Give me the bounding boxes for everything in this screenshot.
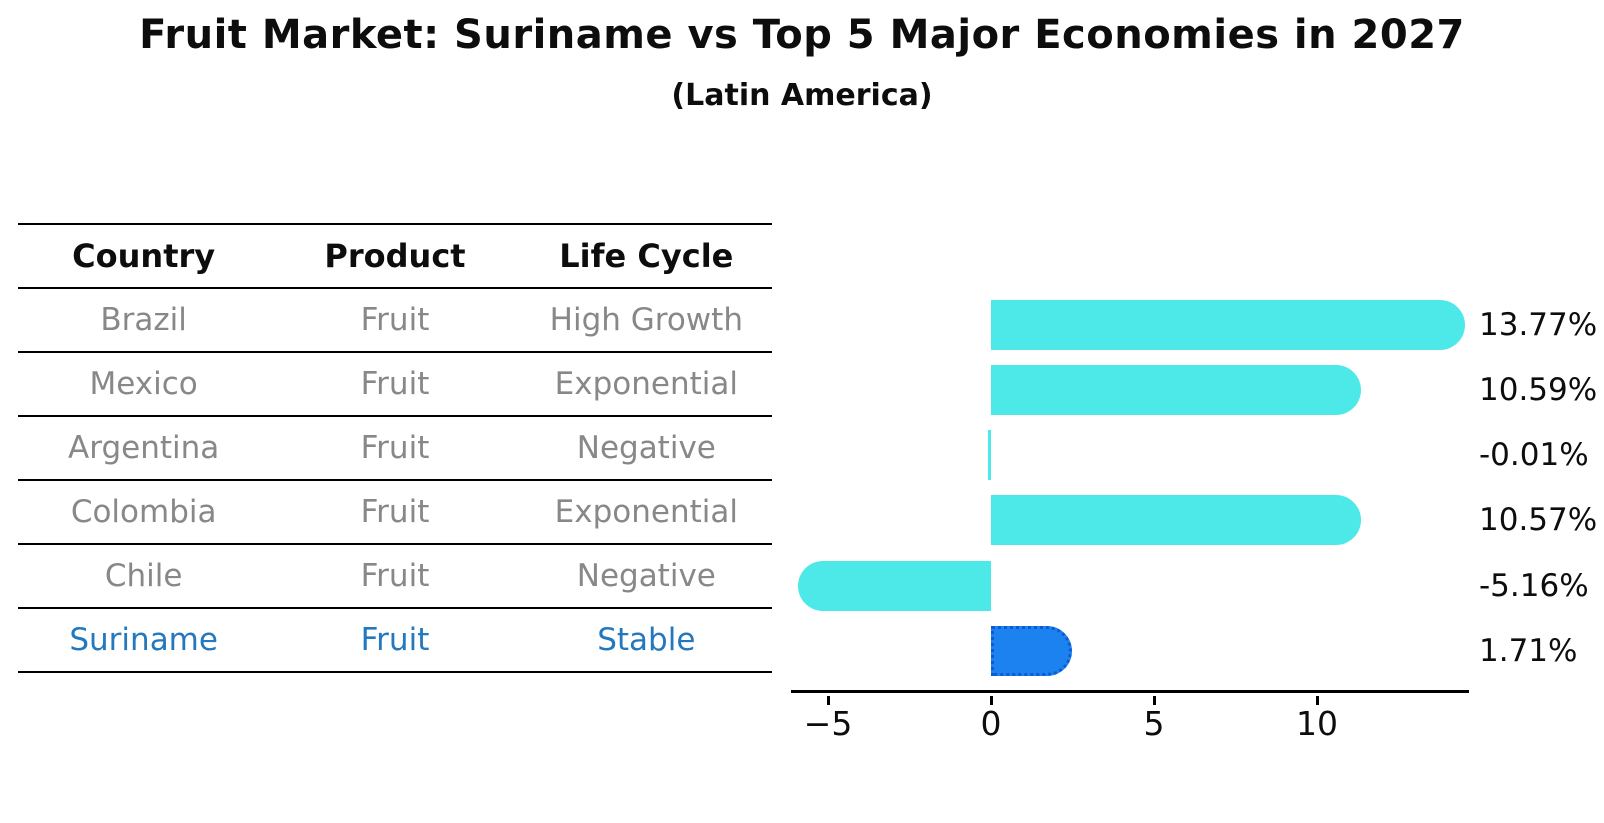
cell-country: Colombia xyxy=(70,494,217,530)
cell-product: Fruit xyxy=(360,430,430,466)
table-row-argentina: Argentina Fruit Negative xyxy=(18,417,772,481)
x-tick-mark xyxy=(827,696,830,705)
table-row-chile: Chile Fruit Negative xyxy=(18,545,772,609)
cell-country: Brazil xyxy=(100,302,187,338)
value-label-chile: -5.16% xyxy=(1479,568,1589,604)
bar-suriname xyxy=(991,626,1072,676)
cell-product: Fruit xyxy=(360,302,430,338)
bar-mexico xyxy=(991,365,1362,415)
x-tick-label: −5 xyxy=(803,704,853,743)
cell-life-cycle: Negative xyxy=(576,430,716,466)
bar-argentina xyxy=(988,430,991,480)
cell-product: Fruit xyxy=(360,558,430,594)
table-row-suriname: Suriname Fruit Stable xyxy=(18,609,772,673)
bar-plot-area xyxy=(791,280,1469,693)
table-row-colombia: Colombia Fruit Exponential xyxy=(18,481,772,545)
x-tick-label: 10 xyxy=(1296,704,1338,743)
x-tick-label: 0 xyxy=(980,704,1002,743)
column-header-life-cycle: Life Cycle xyxy=(559,237,734,275)
cell-country: Chile xyxy=(104,558,183,594)
cell-life-cycle: Exponential xyxy=(554,494,738,530)
x-tick-mark xyxy=(990,696,993,705)
bar-colombia xyxy=(991,495,1361,545)
value-label-colombia: 10.57% xyxy=(1479,502,1598,538)
value-label-argentina: -0.01% xyxy=(1479,437,1589,473)
table-row-mexico: Mexico Fruit Exponential xyxy=(18,353,772,417)
cell-life-cycle: High Growth xyxy=(549,302,743,338)
table-header-row: Country Product Life Cycle xyxy=(18,225,772,289)
x-tick-label: 5 xyxy=(1143,704,1165,743)
cell-life-cycle: Exponential xyxy=(554,366,738,402)
cell-product: Fruit xyxy=(360,494,430,530)
cell-country: Mexico xyxy=(89,366,198,402)
x-tick-mark xyxy=(1316,696,1319,705)
cell-product: Fruit xyxy=(360,622,430,658)
cell-country: Argentina xyxy=(68,430,220,466)
value-label-suriname: 1.71% xyxy=(1479,633,1578,669)
chart-subtitle: (Latin America) xyxy=(671,78,933,113)
cell-life-cycle: Stable xyxy=(597,622,696,658)
column-header-country: Country xyxy=(72,237,216,275)
column-header-product: Product xyxy=(324,237,466,275)
bar-chile xyxy=(797,561,991,611)
bar-brazil xyxy=(991,300,1465,350)
cell-life-cycle: Negative xyxy=(576,558,716,594)
cell-product: Fruit xyxy=(360,366,430,402)
x-tick-mark xyxy=(1153,696,1156,705)
chart-title: Fruit Market: Suriname vs Top 5 Major Ec… xyxy=(139,12,1465,58)
cell-country: Suriname xyxy=(69,622,218,658)
value-label-mexico: 10.59% xyxy=(1479,372,1598,408)
country-table: Country Product Life Cycle Brazil Fruit … xyxy=(18,223,772,673)
value-label-brazil: 13.77% xyxy=(1479,307,1598,343)
table-row-brazil: Brazil Fruit High Growth xyxy=(18,289,772,353)
